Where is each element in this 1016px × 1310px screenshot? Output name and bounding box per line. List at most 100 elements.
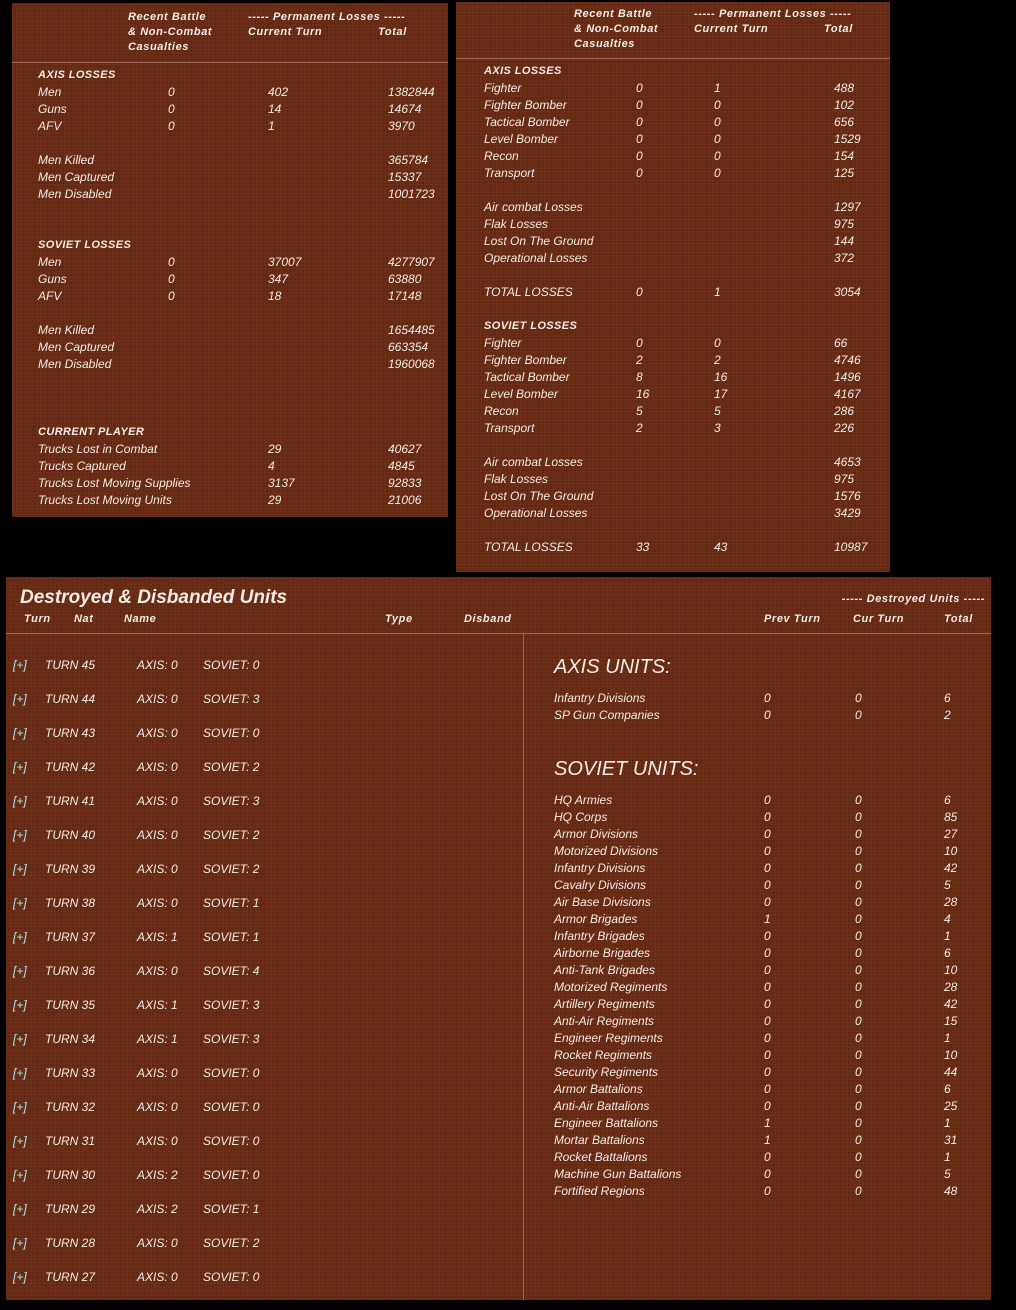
cur-turn-value: 0 <box>855 844 862 858</box>
turn-row[interactable]: [+] TURN 38 AXIS: 0 SOVIET: 1 <box>6 895 516 912</box>
expand-toggle-icon[interactable]: [+] <box>13 828 27 842</box>
turn-label: TURN 29 <box>45 1202 96 1216</box>
expand-toggle-icon[interactable]: [+] <box>13 726 27 740</box>
unit-type: Air Base Divisions <box>554 895 651 909</box>
expand-toggle-icon[interactable]: [+] <box>13 1202 27 1216</box>
turn-row[interactable]: [+] TURN 32 AXIS: 0 SOVIET: 0 <box>6 1099 516 1116</box>
section-title-text: AXIS LOSSES <box>38 69 116 81</box>
soviet-count: SOVIET: 0 <box>203 1066 260 1080</box>
unit-type: Infantry Divisions <box>554 691 646 705</box>
turn-row[interactable]: [+] TURN 27 AXIS: 0 SOVIET: 0 <box>6 1269 516 1286</box>
expand-toggle-icon[interactable]: [+] <box>13 1168 27 1182</box>
total-value: 365784 <box>388 153 429 167</box>
turn-row[interactable]: [+] TURN 41 AXIS: 0 SOVIET: 3 <box>6 793 516 810</box>
unit-type: Mortar Battalions <box>554 1133 645 1147</box>
axis-count: AXIS: 1 <box>137 1032 178 1046</box>
current-turn-value: 402 <box>268 85 289 99</box>
row-label: Trucks Lost Moving Supplies <box>38 476 191 490</box>
turn-row[interactable]: [+] TURN 42 AXIS: 0 SOVIET: 2 <box>6 759 516 776</box>
expand-toggle-icon[interactable]: [+] <box>13 964 27 978</box>
spacer <box>456 267 890 284</box>
expand-toggle-icon[interactable]: [+] <box>13 794 27 808</box>
turn-row[interactable]: [+] TURN 45 AXIS: 0 SOVIET: 0 <box>6 657 516 674</box>
turn-row[interactable]: [+] TURN 34 AXIS: 1 SOVIET: 3 <box>6 1031 516 1048</box>
turn-row[interactable]: [+] TURN 28 AXIS: 0 SOVIET: 2 <box>6 1235 516 1252</box>
soviet-count: SOVIET: 0 <box>203 1100 260 1114</box>
axis-count: AXIS: 0 <box>137 658 178 672</box>
expand-toggle-icon[interactable]: [+] <box>13 1032 27 1046</box>
turn-row[interactable]: [+] TURN 40 AXIS: 0 SOVIET: 2 <box>6 827 516 844</box>
table-row: Men Killed 365784 <box>12 152 448 169</box>
prev-turn-value: 1 <box>764 912 771 926</box>
cur-turn-value: 0 <box>855 1133 862 1147</box>
expand-toggle-icon[interactable]: [+] <box>13 760 27 774</box>
header-non-combat: & Non-Combat <box>128 26 213 38</box>
turn-row[interactable]: [+] TURN 35 AXIS: 1 SOVIET: 3 <box>6 997 516 1014</box>
expand-toggle-icon[interactable]: [+] <box>13 896 27 910</box>
turn-row[interactable]: [+] TURN 43 AXIS: 0 SOVIET: 0 <box>6 725 516 742</box>
total-value: 154 <box>834 149 855 163</box>
turn-row[interactable]: [+] TURN 33 AXIS: 0 SOVIET: 0 <box>6 1065 516 1082</box>
column-disband[interactable]: Disband <box>464 613 512 625</box>
axis-count: AXIS: 1 <box>137 930 178 944</box>
expand-toggle-icon[interactable]: [+] <box>13 1270 27 1284</box>
current-turn-value: 0 <box>714 132 721 146</box>
column-turn[interactable]: Turn <box>24 613 51 625</box>
unit-type: Fortified Regions <box>554 1184 645 1198</box>
unit-row: Engineer Regiments 0 0 1 <box>6 1030 991 1047</box>
expand-toggle-icon[interactable]: [+] <box>13 1066 27 1080</box>
cur-turn-value: 0 <box>855 912 862 926</box>
table-row: Recon 0 0 154 <box>456 148 890 165</box>
turn-row[interactable]: [+] TURN 36 AXIS: 0 SOVIET: 4 <box>6 963 516 980</box>
column-name[interactable]: Name <box>124 613 157 625</box>
column-nat[interactable]: Nat <box>74 613 94 625</box>
column-cur-turn: Cur Turn <box>853 613 905 625</box>
turn-label: TURN 38 <box>45 896 96 910</box>
spacer <box>12 305 448 322</box>
soviet-count: SOVIET: 2 <box>203 1236 260 1250</box>
total-value: 44 <box>944 1065 958 1079</box>
total-value: 1496 <box>834 370 861 384</box>
unit-type: Anti-Air Battalions <box>554 1099 650 1113</box>
prev-turn-value: 0 <box>764 1082 771 1096</box>
expand-toggle-icon[interactable]: [+] <box>13 692 27 706</box>
header-total: Total <box>378 26 407 38</box>
expand-toggle-icon[interactable]: [+] <box>13 1236 27 1250</box>
total-value: 125 <box>834 166 855 180</box>
expand-toggle-icon[interactable]: [+] <box>13 658 27 672</box>
turn-row[interactable]: [+] TURN 29 AXIS: 2 SOVIET: 1 <box>6 1201 516 1218</box>
turn-row[interactable]: [+] TURN 31 AXIS: 0 SOVIET: 0 <box>6 1133 516 1150</box>
table-row: Men 0 37007 4277907 <box>12 254 448 271</box>
total-value: 3054 <box>834 285 861 299</box>
unit-type: Motorized Regiments <box>554 980 668 994</box>
expand-toggle-icon[interactable]: [+] <box>13 930 27 944</box>
total-value: 17148 <box>388 289 422 303</box>
expand-toggle-icon[interactable]: [+] <box>13 862 27 876</box>
current-turn-value: 29 <box>268 442 282 456</box>
total-value: 4746 <box>834 353 861 367</box>
row-label: AFV <box>38 119 62 133</box>
expand-toggle-icon[interactable]: [+] <box>13 1100 27 1114</box>
column-type[interactable]: Type <box>385 613 413 625</box>
table-row: Operational Losses 372 <box>456 250 890 267</box>
expand-toggle-icon[interactable]: [+] <box>13 998 27 1012</box>
soviet-count: SOVIET: 0 <box>203 1168 260 1182</box>
prev-turn-value: 0 <box>764 1099 771 1113</box>
unit-type: Anti-Air Regiments <box>554 1014 655 1028</box>
turn-row[interactable]: [+] TURN 39 AXIS: 0 SOVIET: 2 <box>6 861 516 878</box>
turn-row[interactable]: [+] TURN 37 AXIS: 1 SOVIET: 1 <box>6 929 516 946</box>
total-value: 48 <box>944 1184 958 1198</box>
total-value: 4845 <box>388 459 415 473</box>
prev-turn-value: 0 <box>764 793 771 807</box>
total-value: 5 <box>944 1167 951 1181</box>
expand-toggle-icon[interactable]: [+] <box>13 1134 27 1148</box>
recent-casualties: 0 <box>636 166 643 180</box>
turn-row[interactable]: [+] TURN 44 AXIS: 0 SOVIET: 3 <box>6 691 516 708</box>
turn-row[interactable]: [+] TURN 30 AXIS: 2 SOVIET: 0 <box>6 1167 516 1184</box>
total-value: 286 <box>834 404 855 418</box>
table-row: Level Bomber 16 17 4167 <box>456 386 890 403</box>
total-value: 4653 <box>834 455 861 469</box>
total-value: 28 <box>944 980 958 994</box>
row-label: Men Killed <box>38 153 95 167</box>
unit-type: Machine Gun Battalions <box>554 1167 682 1181</box>
